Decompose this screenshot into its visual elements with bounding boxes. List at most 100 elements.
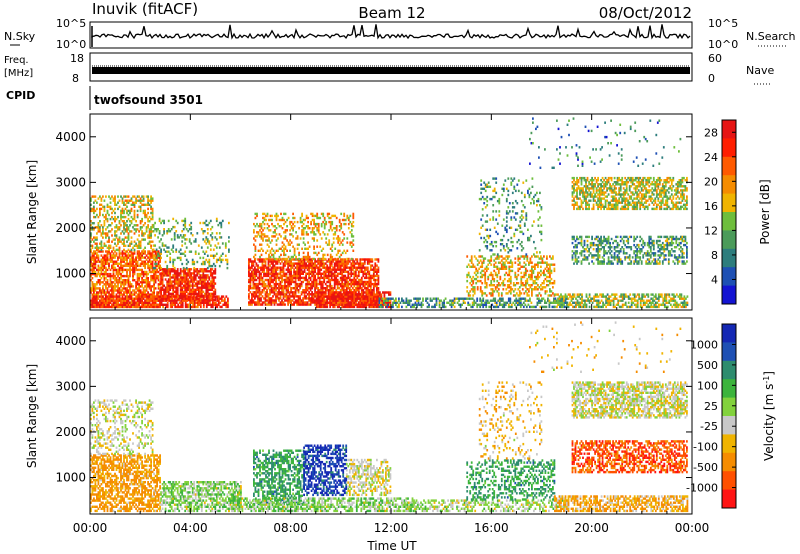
scatter-cell (209, 286, 212, 289)
scatter-cell (152, 248, 155, 251)
scatter-cell (342, 274, 345, 278)
scatter-cell (252, 270, 255, 273)
scatter-cell (145, 226, 148, 229)
scatter-cell (102, 262, 104, 265)
scatter-cell (398, 305, 400, 309)
scatter-cell (123, 220, 125, 223)
scatter-cell (306, 303, 309, 306)
scatter-cell (139, 209, 142, 213)
scatter-cell (117, 295, 119, 298)
scatter-cell (312, 295, 315, 298)
scatter-cell (112, 270, 115, 274)
scatter-cell (90, 232, 92, 235)
scatter-cell (196, 303, 199, 306)
scatter-cell (261, 301, 264, 304)
scatter-cell (139, 268, 142, 272)
scatter-cell (407, 303, 409, 306)
scatter-cell (136, 287, 139, 290)
scatter-cell (210, 297, 213, 300)
scatter-cell (118, 277, 121, 280)
scatter-cell (297, 299, 300, 302)
scatter-cell (348, 266, 351, 269)
scatter-cell (193, 299, 196, 302)
scatter-cell (342, 282, 345, 286)
scatter-cell (121, 201, 124, 204)
scatter-cell (148, 252, 151, 255)
scatter-cell (269, 291, 271, 294)
scatter-cell (202, 268, 205, 271)
scatter-cell (96, 246, 98, 249)
scatter-cell (322, 247, 325, 250)
scatter-cell (317, 291, 320, 294)
scatter-cell (130, 303, 133, 306)
scatter-cell (265, 257, 267, 261)
scatter-cell (287, 262, 289, 265)
scatter-cell (100, 270, 103, 274)
scatter-cell (164, 268, 167, 271)
scatter-cell (154, 252, 157, 255)
scatter-cell (266, 239, 269, 242)
scatter-cell (97, 215, 100, 219)
scatter-cell (100, 246, 103, 249)
scatter-cell (112, 264, 115, 267)
scatter-cell (353, 282, 356, 286)
scatter-cell (111, 264, 113, 267)
scatter-cell (185, 286, 188, 289)
scatter-cell (272, 235, 275, 238)
scatter-cell (270, 260, 273, 263)
scatter-cell (341, 301, 344, 304)
scatter-cell (151, 197, 154, 200)
scatter-cell (126, 293, 128, 296)
scatter-cell (332, 214, 335, 218)
scatter-cell (414, 297, 417, 300)
scatter-cell (147, 242, 149, 245)
scatter-cell (167, 286, 170, 289)
scatter-cell (202, 278, 205, 281)
scatter-cell (332, 289, 335, 292)
scatter-cell (141, 254, 143, 257)
scatter-cell (206, 266, 209, 270)
scatter-cell (147, 234, 149, 237)
scatter-cell (142, 232, 145, 235)
scatter-cell (369, 276, 372, 280)
scatter-cell (139, 285, 142, 288)
scatter-cell (284, 284, 286, 288)
scatter-cell (444, 305, 447, 309)
scatter-cell (294, 266, 297, 269)
scatter-cell (130, 256, 133, 259)
scatter-cell (120, 277, 122, 280)
scatter-cell (353, 278, 356, 282)
scatter-cell (123, 238, 125, 241)
scatter-cell (218, 246, 221, 249)
scatter-cell (106, 297, 109, 300)
scatter-cell (392, 301, 394, 304)
scatter-cell (257, 291, 259, 294)
scatter-cell (255, 293, 258, 296)
scatter-cell (323, 253, 326, 257)
scatter-cell (109, 258, 112, 261)
scatter-cell (114, 226, 116, 229)
scatter-cell (254, 247, 257, 250)
scatter-cell (311, 227, 314, 230)
scatter-cell (112, 238, 115, 241)
scatter-cell (123, 305, 125, 309)
scatter-cell (150, 293, 152, 296)
scatter-cell (257, 282, 259, 286)
scatter-cell (153, 272, 155, 276)
scatter-cell (187, 303, 190, 306)
scatter-cell (276, 297, 279, 300)
scatter-cell (215, 252, 218, 255)
scatter-cell (337, 239, 340, 242)
scatter-cell (103, 256, 106, 259)
scatter-cell (214, 301, 217, 304)
scatter-cell (94, 293, 97, 296)
scatter-cell (275, 243, 278, 246)
scatter-cell (281, 301, 283, 304)
scatter-cell (281, 266, 283, 269)
scatter-cell (151, 285, 154, 288)
scatter-cell (93, 258, 95, 261)
scatter-cell (142, 293, 145, 296)
scatter-cell (276, 303, 279, 306)
scatter-cell (186, 305, 189, 309)
scatter-cell (111, 305, 113, 309)
